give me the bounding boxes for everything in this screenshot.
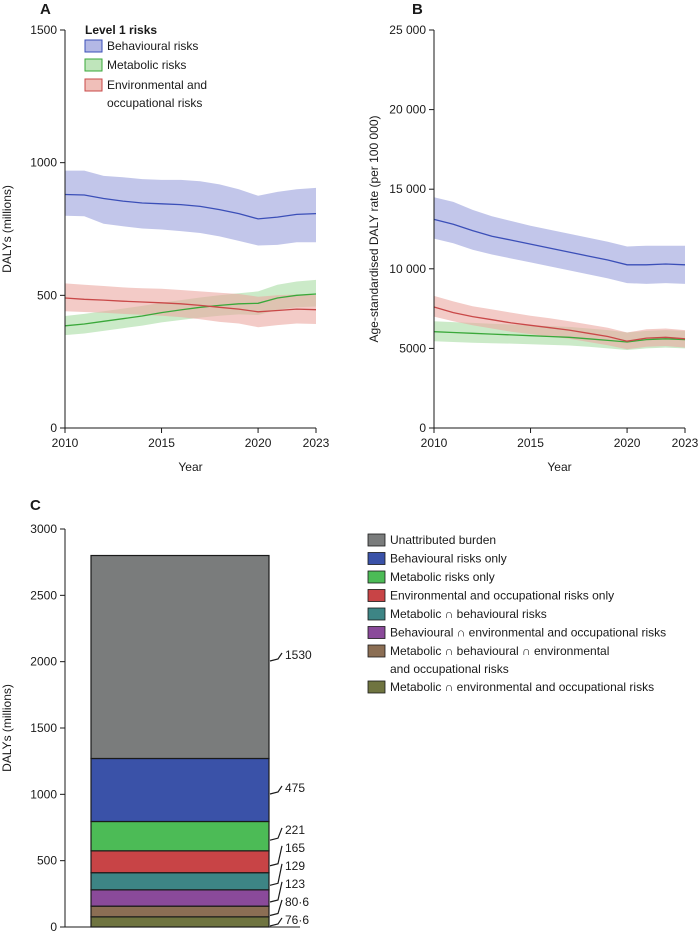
panel-b-line-0 <box>433 218 686 266</box>
panel-a-y-tick-label: 1500 <box>30 23 57 37</box>
panel-b-line-2 <box>433 306 686 342</box>
panel-b-y-tick-label: 20 000 <box>389 103 426 117</box>
value-label-5: 221 <box>285 823 305 837</box>
panel-c-legend-label-6-line2: and occupational risks <box>390 662 509 676</box>
panel-c-legend-swatch-7 <box>367 680 386 694</box>
value-label-4: 165 <box>285 841 305 855</box>
panel-b-x-tick-label: 2010 <box>421 436 448 450</box>
panel-c-legend-swatch-2 <box>367 570 386 584</box>
panel-b-y-axis-title: Age-standardised DALY rate (per 100 000) <box>367 115 381 342</box>
panel-b-y-tick-label: 15 000 <box>389 182 426 196</box>
panel-c-y-tick-label: 3000 <box>30 522 57 536</box>
legend-label-2-line2: occupational risks <box>107 96 202 110</box>
panel-a-x-tick-label: 2023 <box>303 436 330 450</box>
panel-b-x-tick-label: 2023 <box>672 436 699 450</box>
legend-title: Level 1 risks <box>85 23 157 37</box>
panel-a-y-tick-label: 0 <box>50 421 57 435</box>
bar-segment-1 <box>90 905 270 918</box>
value-label-0: 76·6 <box>285 913 309 927</box>
legend-label-1: Metabolic risks <box>107 58 186 72</box>
panel-c-legend-label-6: Metabolic ∩ behavioural ∩ environmental <box>390 644 609 658</box>
panel-c-legend-label-1: Behavioural risks only <box>390 552 507 566</box>
panel-b-band-0 <box>434 197 685 284</box>
legend-swatch-1 <box>84 58 103 72</box>
panel-b-line-chart: 0 5000 10 000 15 000 20 000 25 000 2010 2015 202… <box>367 23 699 474</box>
panel-a-x-axis-title: Year <box>178 460 202 474</box>
value-callout-3 <box>269 863 283 886</box>
panel-c-legend-swatch-4 <box>367 607 386 621</box>
value-callout-0 <box>269 917 283 927</box>
panel-c-legend-label-4: Metabolic ∩ behavioural risks <box>390 607 547 621</box>
panel-b-band-2 <box>434 295 685 350</box>
panel-c-y-tick-label: 2500 <box>30 588 57 602</box>
panel-a-line-0 <box>64 193 317 220</box>
panel-c-legend-label-3: Environmental and occupational risks onl… <box>390 589 614 603</box>
panel-c-y-axis-title: DALYs (millions) <box>0 684 14 772</box>
bar-segment-2 <box>90 889 270 907</box>
panel-a-band-2 <box>65 283 316 328</box>
legend-label-0: Behavioural risks <box>107 39 198 53</box>
value-label-1: 80·6 <box>285 895 309 909</box>
panel-c-y-tick-label: 500 <box>37 854 57 868</box>
panel-c-legend-swatch-6 <box>367 644 386 658</box>
panel-c-y-tick-label: 1500 <box>30 721 57 735</box>
panel-c-legend-label-5: Behavioural ∩ environmental and occupati… <box>390 626 666 640</box>
panel-a-line-1 <box>64 293 317 327</box>
value-label-3: 129 <box>285 859 305 873</box>
panel-c-stacked-bar-chart: 76·6 80·6 123 129 165 221 475 1530 0 500 1000 1500 2… <box>0 522 666 934</box>
legend-swatch-2 <box>84 78 103 92</box>
legend-label-2: Environmental and <box>107 78 207 92</box>
panel-c-y-tick-label: 0 <box>50 920 57 934</box>
value-callout-4 <box>269 845 283 867</box>
value-label-7: 1530 <box>285 648 312 662</box>
panel-c-legend-swatch-3 <box>367 589 386 602</box>
panel-a-line-2 <box>64 297 317 313</box>
panel-c-legend-swatch-1 <box>367 552 386 565</box>
panel-c-y-tick-label: 1000 <box>30 787 57 801</box>
bar-segment-6 <box>90 757 270 823</box>
value-callout-7 <box>269 652 283 662</box>
panel-c-y-tick-label: 2000 <box>30 655 57 669</box>
panel-c-legend-swatch-5 <box>367 626 386 639</box>
panel-a-y-tick-label: 1000 <box>30 156 57 170</box>
value-label-2: 123 <box>285 877 305 891</box>
panel-b-x-tick-label: 2020 <box>614 436 641 450</box>
panel-a-line-chart: 0 500 1000 1500 2010 2015 2020 2023 Year DALYs (m… <box>0 23 330 474</box>
panel-a-y-tick-label: 500 <box>37 288 57 302</box>
panel-b-x-tick-label: 2015 <box>517 436 544 450</box>
bar-segment-7 <box>90 554 270 760</box>
bar-segment-4 <box>90 850 270 874</box>
panel-letter-a: A <box>40 1 51 18</box>
panel-c-legend-swatch-0 <box>367 533 386 547</box>
panel-b-y-tick-label: 0 <box>419 421 426 435</box>
panel-b-y-tick-label: 25 000 <box>389 23 426 37</box>
value-label-6: 475 <box>285 781 305 795</box>
panel-a-x-tick-label: 2020 <box>245 436 272 450</box>
panel-b-y-tick-label: 5000 <box>399 341 426 355</box>
bar-segment-0 <box>90 916 270 928</box>
panel-letter-b: B <box>412 1 423 18</box>
panel-a-x-tick-label: 2010 <box>52 436 79 450</box>
panel-a-y-axis-title: DALYs (millions) <box>0 185 14 273</box>
panel-a-band-0 <box>65 170 316 246</box>
panel-b-x-axis-title: Year <box>547 460 571 474</box>
value-callout-1 <box>269 899 283 917</box>
bar-segment-5 <box>90 820 270 852</box>
panel-b-y-tick-label: 10 000 <box>389 262 426 276</box>
bar-segment-3 <box>90 872 270 891</box>
panel-a-x-tick-label: 2015 <box>148 436 175 450</box>
panel-b-line-1 <box>433 331 686 343</box>
value-callout-2 <box>269 881 283 903</box>
panel-letter-c: C <box>30 497 41 514</box>
value-callout-5 <box>269 827 283 841</box>
panel-c-legend-label-2: Metabolic risks only <box>390 570 495 584</box>
panel-c-legend-label-7: Metabolic ∩ environmental and occupation… <box>390 680 654 694</box>
panel-c-legend-label-0: Unattributed burden <box>390 533 496 547</box>
legend-swatch-0 <box>84 39 103 53</box>
value-callout-6 <box>269 785 283 795</box>
